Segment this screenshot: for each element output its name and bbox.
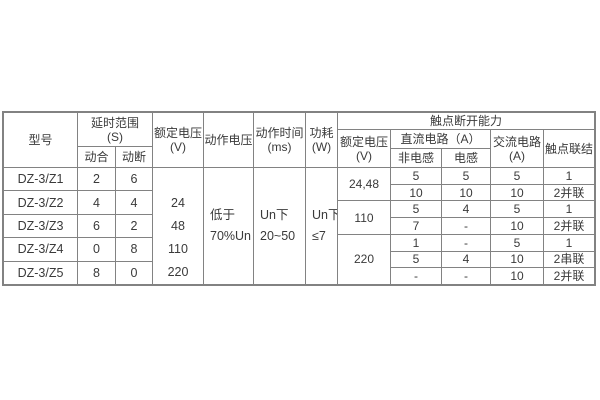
power-line2: ≤7 bbox=[312, 229, 326, 244]
off-delay-cell: 2 bbox=[116, 214, 152, 238]
power-value: Un下 ≤7 bbox=[306, 168, 337, 284]
col-header-model: 型号 bbox=[4, 113, 77, 167]
dc-inductive-cell: 4 bbox=[442, 251, 490, 268]
on-delay-cell: 6 bbox=[78, 214, 115, 238]
dc-non-inductive-cell: 5 bbox=[391, 201, 441, 218]
rated-voltage-value: 110 bbox=[168, 242, 188, 257]
ac-circuit-unit: (A) bbox=[509, 148, 525, 163]
voltage-group-cell: 110 bbox=[338, 201, 390, 234]
model-cell: DZ-3/Z2 bbox=[4, 191, 77, 214]
col-header-inductive: 电感 bbox=[442, 149, 490, 167]
col-header-dc-circuit: 直流电路（A） bbox=[391, 130, 490, 148]
rated-voltage-stack: 24 48 110 220 bbox=[153, 168, 203, 284]
delay-range-unit: (S) bbox=[107, 129, 123, 144]
ac-circuit-cell: 10 bbox=[491, 268, 543, 284]
operate-voltage-value: 低于 70%Un bbox=[204, 168, 253, 284]
col-header-off-delay: 动断 bbox=[116, 147, 152, 167]
col-header-non-inductive: 非电感 bbox=[391, 149, 441, 167]
model-cell: DZ-3/Z1 bbox=[4, 168, 77, 191]
contact-capacity-title: 触点断开能力 bbox=[338, 113, 594, 129]
dc-non-inductive-cell: 5 bbox=[391, 168, 441, 184]
contact-connection-cell: 2并联 bbox=[544, 218, 594, 234]
dc-non-inductive-cell: 7 bbox=[391, 218, 441, 234]
power-line1: Un下 bbox=[312, 208, 337, 223]
ac-circuit-cell: 5 bbox=[491, 201, 543, 218]
col-header-rated-voltage-right: 额定电压 (V) bbox=[338, 130, 390, 167]
model-cell: DZ-3/Z4 bbox=[4, 238, 77, 261]
main-spec-grid: 型号 延时范围 (S) 动合 动断 额定电压 (V) 动作电压 动作时间 (ms… bbox=[4, 113, 337, 284]
operate-time-unit: (ms) bbox=[267, 140, 292, 154]
col-header-ac-circuit: 交流电路 (A) bbox=[491, 130, 543, 167]
voltage-group-cell: 220 bbox=[338, 234, 390, 284]
dc-non-inductive-cell: 5 bbox=[391, 251, 441, 268]
rated-voltage-unit: (V) bbox=[170, 140, 186, 154]
col-header-contact-connection: 触点联结 bbox=[544, 130, 594, 167]
col-header-operate-voltage: 动作电压 bbox=[204, 113, 253, 167]
contact-connection-cell: 1 bbox=[544, 234, 594, 251]
off-delay-cell: 8 bbox=[116, 238, 152, 261]
ac-circuit-cell: 10 bbox=[491, 218, 543, 234]
off-delay-cell: 6 bbox=[116, 168, 152, 191]
rated-voltage-values: 24 48 110 220 bbox=[153, 168, 203, 284]
contact-connection-cell: 1 bbox=[544, 168, 594, 184]
rated-voltage-label: 额定电压 bbox=[153, 126, 202, 140]
dc-inductive-cell: - bbox=[442, 268, 490, 284]
dc-non-inductive-cell: 10 bbox=[391, 184, 441, 201]
power-label: 功耗 bbox=[309, 126, 334, 140]
contact-connection-cell: 2并联 bbox=[544, 268, 594, 284]
contact-connection-cell: 1 bbox=[544, 201, 594, 218]
rated-voltage-spacer bbox=[153, 168, 203, 191]
operate-time-line1: Un下 bbox=[260, 208, 289, 223]
rated-voltage-right-label: 额定电压 bbox=[339, 134, 388, 149]
contact-connection-cell: 2串联 bbox=[544, 251, 594, 268]
contact-capacity-grid: 触点断开能力 额定电压 (V) 直流电路（A） 非电感 电感 交流电路 (A) … bbox=[338, 113, 594, 284]
voltage-group-cell: 24,48 bbox=[338, 168, 390, 201]
col-header-delay-range: 延时范围 (S) bbox=[78, 113, 152, 146]
operate-voltage-line1: 低于 bbox=[210, 208, 236, 223]
dc-inductive-cell: 5 bbox=[442, 168, 490, 184]
rated-voltage-value: 48 bbox=[171, 218, 185, 233]
on-delay-cell: 4 bbox=[78, 191, 115, 214]
model-cell: DZ-3/Z3 bbox=[4, 214, 77, 238]
ac-circuit-cell: 5 bbox=[491, 234, 543, 251]
rated-voltage-value: 220 bbox=[167, 265, 189, 280]
dc-inductive-cell: 10 bbox=[442, 184, 490, 201]
dc-non-inductive-cell: - bbox=[391, 268, 441, 284]
col-header-operate-time: 动作时间 (ms) bbox=[254, 113, 305, 167]
ac-circuit-cell: 5 bbox=[491, 168, 543, 184]
dc-inductive-cell: 4 bbox=[442, 201, 490, 218]
model-cell: DZ-3/Z5 bbox=[4, 261, 77, 284]
operate-time-line2: 20~50 bbox=[260, 229, 296, 244]
dc-inductive-cell: - bbox=[442, 218, 490, 234]
operate-time-label: 动作时间 bbox=[255, 126, 304, 140]
power-unit: (W) bbox=[311, 140, 332, 154]
off-delay-cell: 0 bbox=[116, 261, 152, 284]
dc-inductive-cell: - bbox=[442, 234, 490, 251]
col-header-on-delay: 动合 bbox=[78, 147, 115, 167]
rated-voltage-value: 24 bbox=[171, 195, 185, 210]
off-delay-cell: 4 bbox=[116, 191, 152, 214]
col-header-power: 功耗 (W) bbox=[306, 113, 337, 167]
ac-circuit-cell: 10 bbox=[491, 184, 543, 201]
relay-spec-table: 型号 延时范围 (S) 动合 动断 额定电压 (V) 动作电压 动作时间 (ms… bbox=[2, 111, 596, 286]
operate-voltage-line2: 70%Un bbox=[210, 229, 251, 244]
operate-time-value: Un下 20~50 bbox=[254, 168, 305, 284]
contact-connection-cell: 2并联 bbox=[544, 184, 594, 201]
ac-circuit-cell: 10 bbox=[491, 251, 543, 268]
on-delay-cell: 0 bbox=[78, 238, 115, 261]
rated-voltage-right-unit: (V) bbox=[356, 148, 372, 163]
on-delay-cell: 2 bbox=[78, 168, 115, 191]
on-delay-cell: 8 bbox=[78, 261, 115, 284]
delay-range-label: 延时范围 bbox=[90, 115, 139, 130]
col-header-rated-voltage: 额定电压 (V) bbox=[153, 113, 203, 167]
dc-non-inductive-cell: 1 bbox=[391, 234, 441, 251]
ac-circuit-label: 交流电路 bbox=[492, 134, 541, 149]
